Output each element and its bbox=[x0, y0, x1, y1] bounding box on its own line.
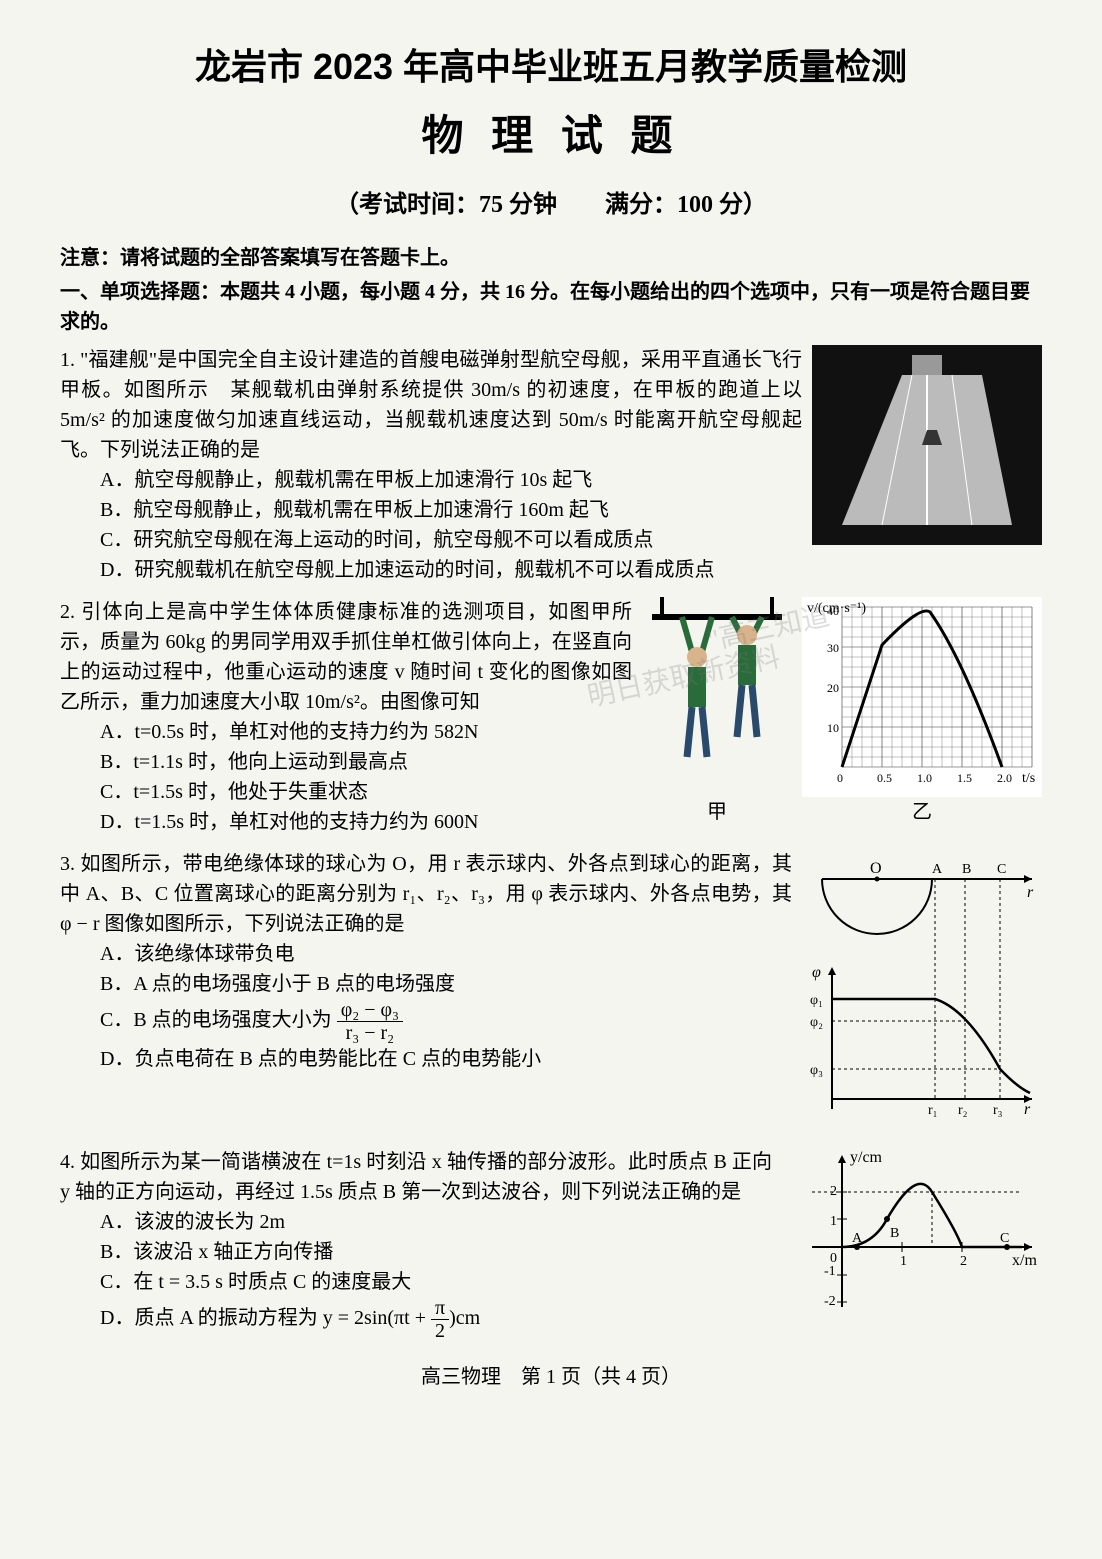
q4-figure: y/cm x/m 2 1 0 -1 -2 1 2 A B bbox=[782, 1147, 1042, 1317]
svg-text:r₁: r₁ bbox=[928, 1103, 938, 1118]
svg-text:C: C bbox=[1000, 1231, 1009, 1246]
main-title: 龙岩市 2023 年高中毕业班五月教学质量检测 bbox=[60, 40, 1042, 94]
svg-text:t/s: t/s bbox=[1022, 771, 1035, 786]
svg-text:B: B bbox=[890, 1226, 899, 1241]
svg-text:C: C bbox=[997, 862, 1006, 877]
q2-num: 2. bbox=[60, 601, 75, 623]
q1-num: 1. bbox=[60, 349, 75, 371]
svg-text:r: r bbox=[1024, 1101, 1031, 1118]
svg-text:20: 20 bbox=[827, 681, 839, 695]
svg-text:30: 30 bbox=[827, 641, 839, 655]
q4-stem: 如图所示为某一简谐横波在 t=1s 时刻沿 x 轴传播的部分波形。此时质点 B … bbox=[60, 1151, 772, 1203]
svg-text:B: B bbox=[962, 862, 971, 877]
q3-figure: O A B C r φ r φ₁ φ₂ φ₃ r₁ r₂ r bbox=[802, 849, 1042, 1129]
section-1-heading: 一、单项选择题：本题共 4 小题，每小题 4 分，共 16 分。在每小题给出的四… bbox=[60, 277, 1042, 337]
svg-text:0.5: 0.5 bbox=[877, 771, 892, 785]
question-4: y/cm x/m 2 1 0 -1 -2 1 2 A B bbox=[60, 1147, 1042, 1342]
svg-text:-1: -1 bbox=[824, 1264, 836, 1279]
q3-stem: 如图所示，带电绝缘体球的球心为 O，用 r 表示球内、外各点到球心的距离，其中 … bbox=[60, 853, 792, 935]
svg-text:1: 1 bbox=[900, 1254, 907, 1269]
svg-text:y/cm: y/cm bbox=[850, 1149, 883, 1166]
svg-text:-2: -2 bbox=[824, 1294, 836, 1309]
svg-text:φ₃: φ₃ bbox=[810, 1063, 823, 1078]
svg-text:φ₂: φ₂ bbox=[810, 1015, 823, 1030]
q3-num: 3. bbox=[60, 853, 75, 875]
q2-figure-person: 甲 bbox=[642, 597, 792, 827]
svg-text:x/m: x/m bbox=[1012, 1252, 1037, 1269]
q1-stem: "福建舰"是中国完全自主设计建造的首艘电磁弹射型航空母舰，采用平直通长飞行甲板。… bbox=[60, 349, 802, 461]
q1-figure bbox=[812, 345, 1042, 545]
svg-text:φ₁: φ₁ bbox=[810, 993, 823, 1008]
svg-text:φ: φ bbox=[812, 964, 821, 981]
svg-text:r₂: r₂ bbox=[958, 1103, 968, 1118]
sub-title: 物 理 试 题 bbox=[60, 104, 1042, 167]
q2-caption-right: 乙 bbox=[802, 797, 1042, 827]
svg-text:10: 10 bbox=[827, 721, 839, 735]
svg-text:r: r bbox=[1027, 884, 1034, 901]
question-2: "高三知道" 明日获取新资料 bbox=[60, 597, 1042, 837]
q2-stem: 引体向上是高中学生体体质健康标准的选测项目，如图甲所示，质量为 60kg 的男同… bbox=[60, 601, 632, 713]
q2-figure-graph: v/(cm·s⁻¹) 10 20 30 40 0 0.5 1.0 1.5 2.0… bbox=[802, 597, 1042, 827]
svg-text:1.0: 1.0 bbox=[917, 771, 932, 785]
svg-text:A: A bbox=[852, 1231, 863, 1246]
svg-text:1.5: 1.5 bbox=[957, 771, 972, 785]
svg-text:0: 0 bbox=[837, 771, 843, 785]
svg-text:2.0: 2.0 bbox=[997, 771, 1012, 785]
svg-text:A: A bbox=[932, 862, 943, 877]
question-1: 1. "福建舰"是中国完全自主设计建造的首艘电磁弹射型航空母舰，采用平直通长飞行… bbox=[60, 345, 1042, 585]
q2-caption-left: 甲 bbox=[642, 797, 792, 827]
svg-text:1: 1 bbox=[830, 1214, 837, 1229]
svg-text:40: 40 bbox=[827, 604, 839, 618]
exam-info: （考试时间：75 分钟 满分：100 分） bbox=[60, 187, 1042, 223]
notice: 注意：请将试题的全部答案填写在答题卡上。 bbox=[60, 243, 1042, 273]
svg-text:O: O bbox=[870, 860, 882, 877]
page-footer: 高三物理 第 1 页（共 4 页） bbox=[60, 1362, 1042, 1392]
q4-num: 4. bbox=[60, 1151, 75, 1173]
question-3: O A B C r φ r φ₁ φ₂ φ₃ r₁ r₂ r bbox=[60, 849, 1042, 1135]
svg-text:r₃: r₃ bbox=[993, 1103, 1003, 1118]
svg-text:2: 2 bbox=[960, 1254, 967, 1269]
q1-option-d: D．研究舰载机在航空母舰上加速运动的时间，舰载机不可以看成质点 bbox=[60, 555, 1042, 585]
